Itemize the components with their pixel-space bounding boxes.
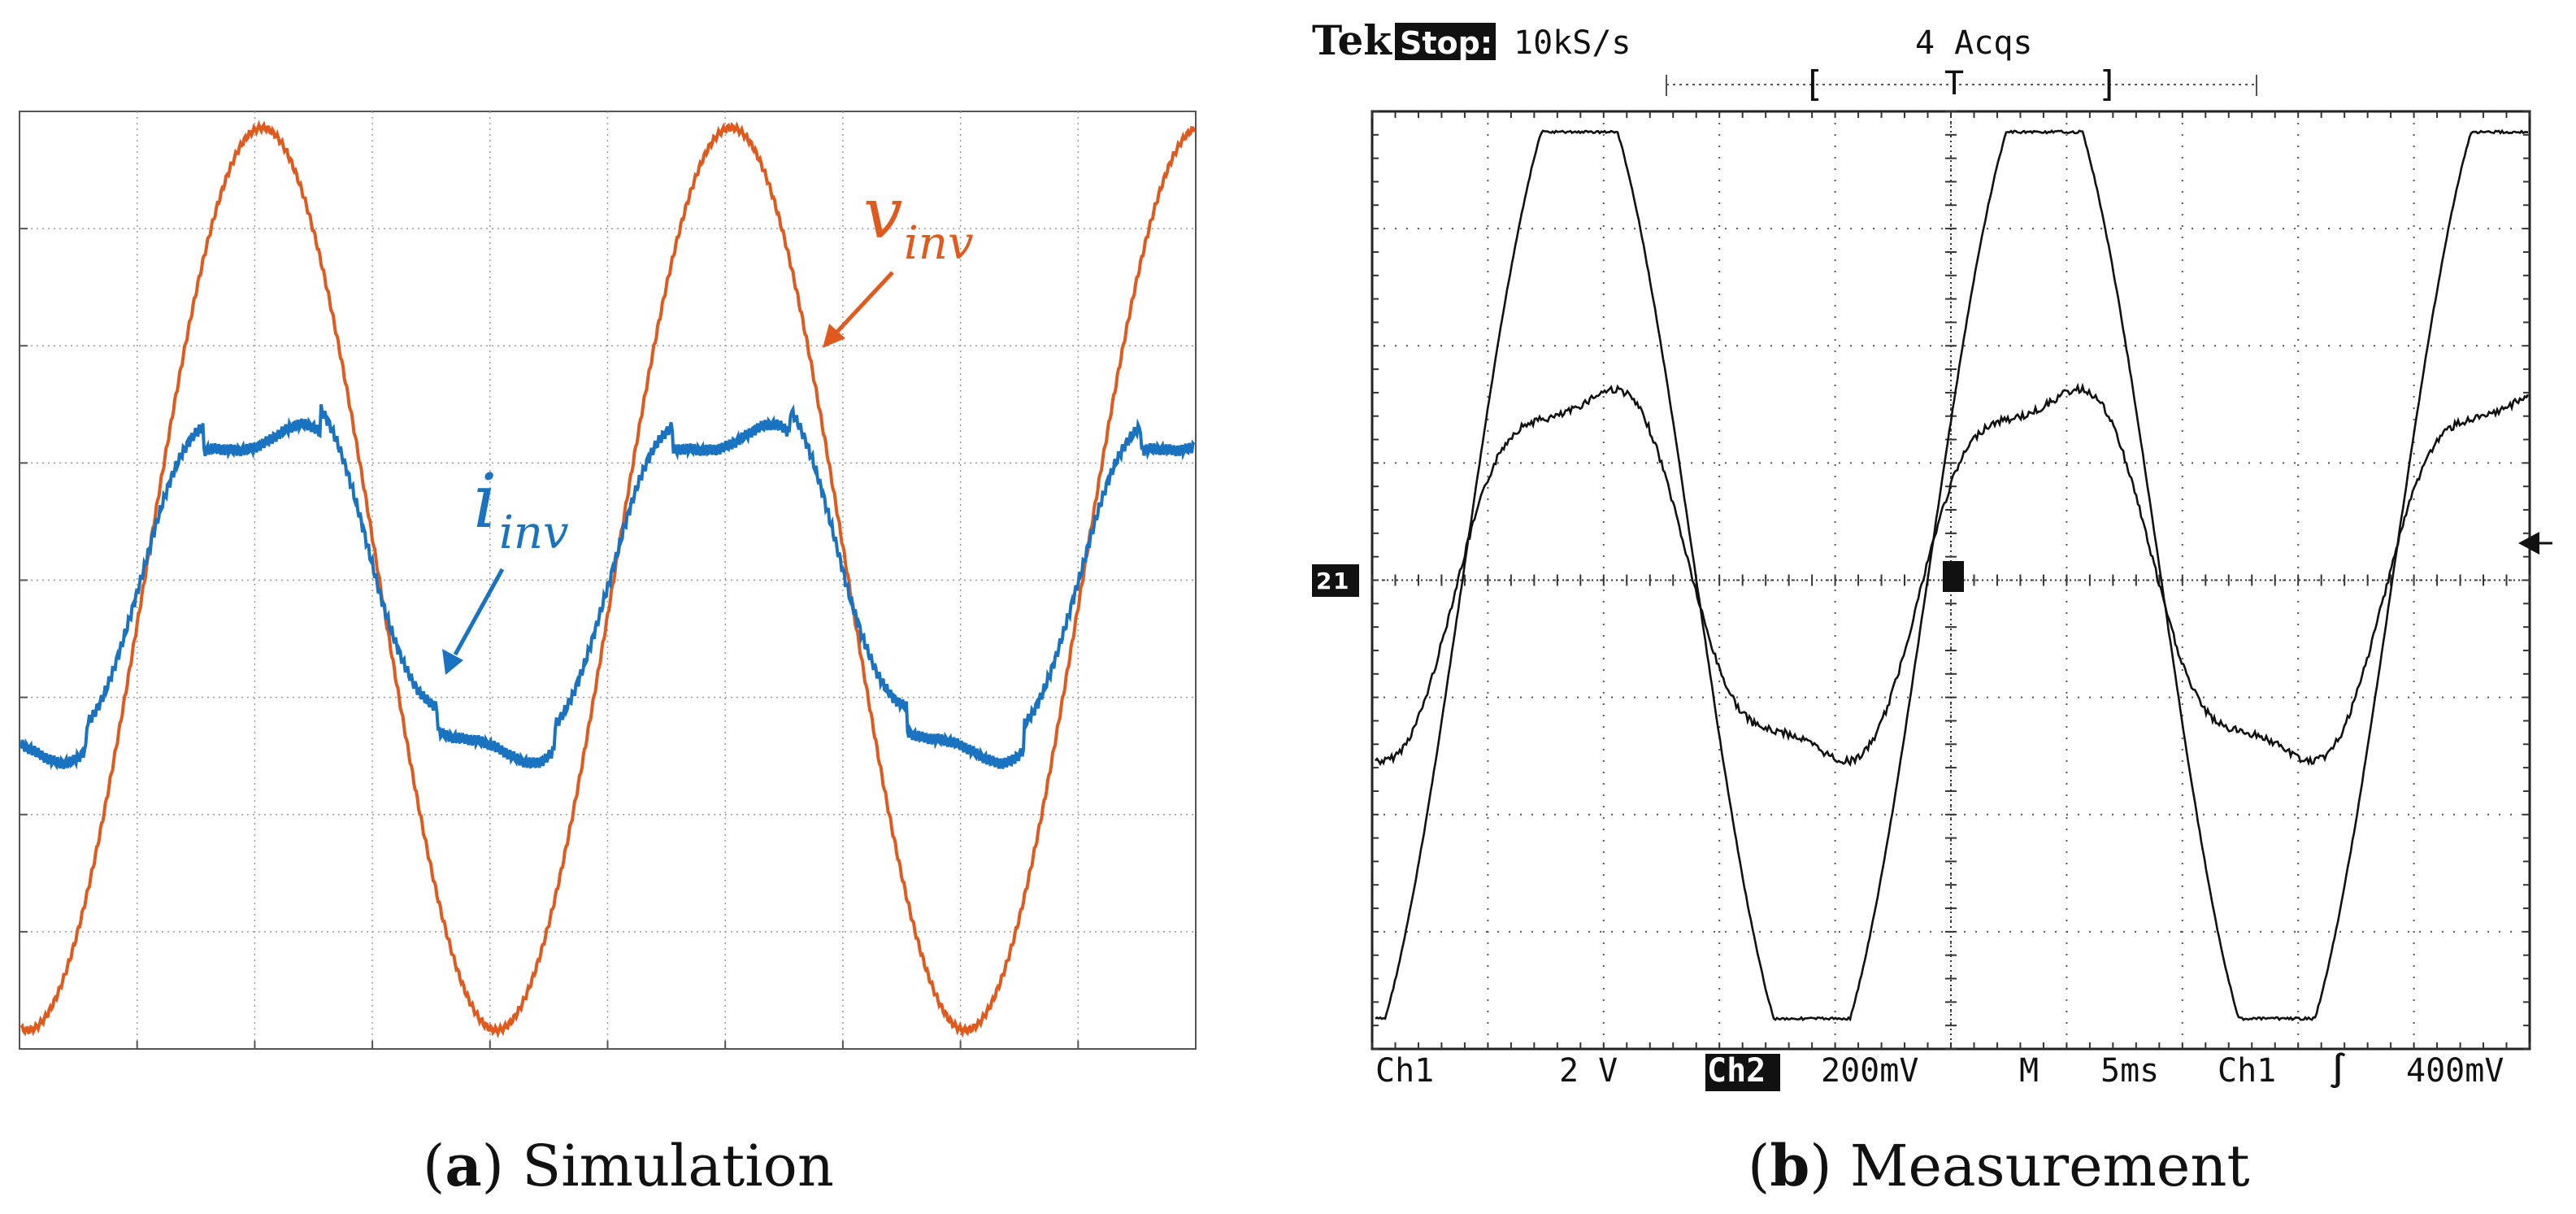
simulation-grid xyxy=(20,111,1196,1049)
scope-record-bracket-left: [ xyxy=(1803,63,1825,105)
simulation-ticks xyxy=(20,228,1079,1049)
v-inv-label-main: v xyxy=(863,173,903,255)
scope-ch1-scale: 2 V xyxy=(1559,1052,1618,1090)
caption-b-letter: b xyxy=(1770,1132,1809,1199)
caption-b: (b) Measurement xyxy=(1748,1132,2250,1199)
i-inv-arrow xyxy=(442,568,505,675)
scope-trigger-position-marker: T xyxy=(1944,65,1964,102)
scope-ch1-label: Ch1 xyxy=(1375,1052,1434,1090)
scope-sample-rate: 10kS/s xyxy=(1514,24,1631,62)
scope-ch2-ground-marker-box xyxy=(1312,564,1359,597)
scope-ch2-label: Ch2 xyxy=(1707,1052,1766,1090)
v-inv-arrow xyxy=(823,271,894,348)
scope-graticule-ticks xyxy=(1371,111,2530,1050)
caption-a-open-paren: ( xyxy=(423,1133,445,1199)
caption-b-close-paren: ) xyxy=(1809,1133,1850,1199)
simulation-panel: v inv i inv (a) Simulation xyxy=(19,111,1197,1199)
scope-state: Stop: xyxy=(1400,25,1492,61)
caption-a-text: Simulation xyxy=(522,1133,834,1199)
i-inv-label-sub: inv xyxy=(499,507,569,559)
scope-ch2-label-box xyxy=(1705,1054,1780,1091)
caption-b-text: Measurement xyxy=(1850,1133,2250,1199)
caption-a-close-paren: ) xyxy=(482,1133,523,1199)
series-i-inv-line xyxy=(20,404,1196,771)
scope-ch2-scale: 200mV xyxy=(1821,1052,1918,1090)
scope-m-label: M xyxy=(2019,1052,2039,1090)
scope-trigger-slope-icon: ∫ xyxy=(2328,1052,2348,1090)
series-v-inv-line xyxy=(20,120,1196,1039)
series-ch1-line xyxy=(1375,128,2529,1022)
scope-record-bracket-right: ] xyxy=(2097,63,2119,105)
i-inv-label: i inv xyxy=(473,458,569,559)
i-inv-label-main: i xyxy=(473,458,497,545)
scope-trigger-source: Ch1 xyxy=(2218,1052,2276,1090)
v-inv-label: v inv xyxy=(863,173,974,270)
scope-trigger-point-icon xyxy=(1943,561,1964,592)
scope-trigger-level-icon xyxy=(2518,532,2539,555)
caption-a: (a) Simulation xyxy=(423,1132,834,1199)
scope-acquisitions: 4 Acqs xyxy=(1915,24,2033,62)
scope-timebase: 5ms xyxy=(2100,1052,2159,1090)
caption-a-letter: a xyxy=(445,1132,481,1199)
scope-brand: Tek xyxy=(1312,16,1392,64)
series-ch2-line xyxy=(1375,382,2530,768)
scope-ch1-ground-marker: 1 xyxy=(1333,568,1349,594)
measurement-panel: Tek Stop: 10kS/s 4 Acqs [ T ] 2 1 Ch1 2 … xyxy=(1312,16,2552,1199)
scope-ch2-ground-marker: 2 xyxy=(1316,568,1331,594)
caption-b-open-paren: ( xyxy=(1748,1133,1770,1199)
scope-footer: Ch1 2 V Ch2 200mV M 5ms Ch1 ∫ 400mV xyxy=(1375,1052,2504,1091)
v-inv-label-sub: inv xyxy=(904,217,974,270)
scope-state-box xyxy=(1395,23,1496,60)
scope-trigger-level: 400mV xyxy=(2406,1052,2504,1090)
